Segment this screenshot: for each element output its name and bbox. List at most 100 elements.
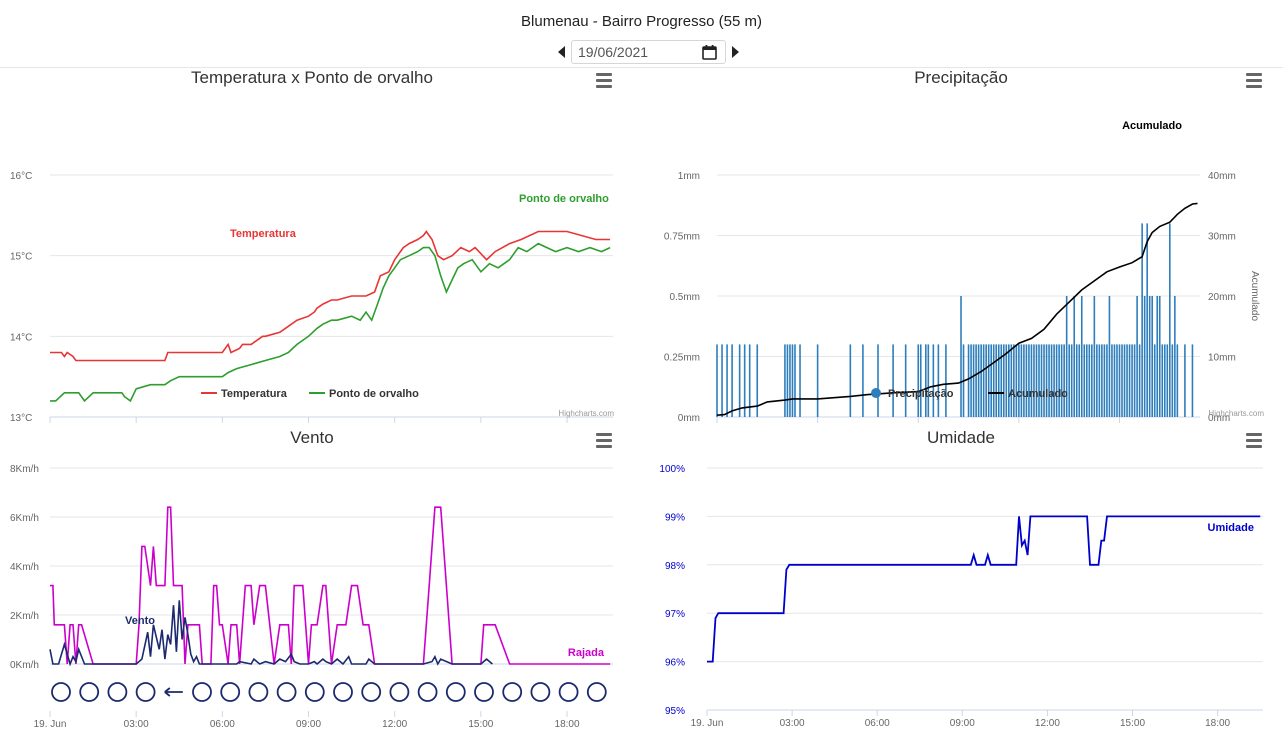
- chart-menu-icon[interactable]: [1245, 73, 1263, 89]
- wind-direction-calm-icon: [417, 682, 438, 702]
- wind-direction-calm-icon: [220, 682, 241, 702]
- precipitation-bar: [1131, 344, 1133, 417]
- chart-credits: Highcharts.com: [558, 409, 614, 418]
- y2-tick-label: 20mm: [1208, 292, 1236, 303]
- y-tick-label: 96%: [665, 658, 685, 669]
- precipitation-bar: [1098, 344, 1101, 417]
- precipitation-bar: [1121, 344, 1123, 417]
- wind-direction-calm-icon: [445, 682, 466, 702]
- precipitation-bar: [990, 344, 993, 417]
- precipitation-bar: [731, 344, 733, 417]
- precipitation-bar: [1035, 344, 1038, 417]
- precipitation-bar: [1010, 344, 1013, 417]
- chart-title: Temperatura x Ponto de orvalho: [191, 68, 433, 87]
- precipitation-bar: [1073, 296, 1076, 417]
- date-navigation: [555, 39, 742, 65]
- x-tick-label: 06:00: [865, 718, 890, 729]
- wind-line: [49, 600, 493, 667]
- y-tick-label: 16°C: [10, 171, 32, 182]
- next-day-button[interactable]: [728, 40, 742, 64]
- precipitation-bar: [975, 344, 977, 417]
- precipitation-bar: [987, 344, 990, 417]
- chart-menu-icon[interactable]: [595, 73, 613, 89]
- y2-tick-label: 10mm: [1208, 353, 1236, 364]
- precipitation-bar: [980, 344, 982, 417]
- wind-direction-calm-icon: [558, 682, 579, 702]
- precipitation-bar: [1143, 296, 1146, 417]
- precipitation-bar: [919, 344, 922, 417]
- y-tick-label: 4Km/h: [10, 562, 39, 573]
- precipitation-bar: [1096, 344, 1098, 417]
- x-tick-label: 19. Jun: [34, 719, 67, 730]
- accumulated-series-label: Acumulado: [1122, 120, 1182, 132]
- precipitation-bar: [1023, 344, 1025, 417]
- precipitation-bar: [1091, 344, 1093, 417]
- precipitation-bar: [1184, 344, 1186, 417]
- humidity-chart: Umidade 95% 96% 97% 98% 99% 100% 19. Jun 03:00 06…: [640, 427, 1283, 737]
- precipitation-bar: [816, 344, 819, 417]
- wind-direction-arrow-icon: [164, 687, 183, 697]
- precipitation-bar: [927, 344, 930, 417]
- precipitation-bar: [1171, 344, 1174, 417]
- x-tick-label: 18:00: [555, 719, 580, 730]
- temperature-series-label: Temperatura: [230, 228, 297, 240]
- date-picker[interactable]: [571, 40, 726, 64]
- wind-direction-calm-icon: [192, 682, 212, 702]
- precipitation-bar: [1078, 344, 1081, 417]
- date-input[interactable]: [578, 43, 688, 61]
- y-tick-label: 99%: [665, 512, 685, 523]
- wind-direction-calm-icon: [474, 682, 494, 702]
- precipitation-bar: [1116, 344, 1118, 417]
- precipitation-bar: [1106, 344, 1108, 417]
- wind-chart: Vento 0Km/h 2Km/h 4Km/h 6Km/h 8Km/h 19. Jun 03:…: [0, 427, 625, 737]
- precipitation-bar: [924, 344, 927, 417]
- chart-menu-icon[interactable]: [595, 433, 613, 449]
- precipitation-bar: [1151, 296, 1154, 417]
- x-tick-label: 06:00: [210, 719, 235, 730]
- precipitation-bar: [1158, 296, 1161, 417]
- temperature-chart-svg: Temperatura x Ponto de orvalho 13°C 14°C 15…: [10, 68, 614, 438]
- precipitation-chart: Precipitação 0mm 0.25mm 0.5mm 0.75mm 1mm 0mm 10…: [640, 67, 1283, 438]
- precipitation-bar: [1080, 296, 1083, 417]
- precipitation-bar: [1146, 223, 1148, 417]
- chart-menu-icon[interactable]: [1245, 433, 1263, 449]
- chart-title: Precipitação: [914, 68, 1008, 87]
- y-tick-label: 0.5mm: [669, 292, 700, 303]
- wind-direction-calm-icon: [79, 682, 100, 702]
- precipitation-bar: [982, 344, 985, 417]
- gust-series-label: Rajada: [568, 647, 605, 659]
- precipitation-bar: [1174, 296, 1176, 417]
- wind-series-label: Vento: [125, 615, 155, 627]
- y-tick-label: 6Km/h: [10, 513, 39, 524]
- precipitation-bar: [1060, 344, 1063, 417]
- precipitation-bar: [1153, 344, 1156, 417]
- previous-day-button[interactable]: [555, 40, 569, 64]
- precipitation-bar: [1065, 296, 1068, 417]
- precipitation-bar: [967, 344, 970, 417]
- accumulated-line: [716, 202, 1198, 416]
- precipitation-bar: [1055, 344, 1058, 417]
- precipitation-bar: [791, 344, 794, 417]
- precipitation-bar: [1088, 344, 1091, 417]
- wind-direction-calm-icon: [586, 682, 607, 702]
- precipitation-bar: [1161, 344, 1164, 417]
- precipitation-bar: [794, 344, 796, 417]
- precipitation-bar: [1166, 344, 1169, 417]
- precipitation-bar: [738, 344, 741, 417]
- calendar-icon[interactable]: [702, 45, 717, 60]
- chart-title: Vento: [290, 428, 334, 447]
- precipitation-bar: [972, 344, 975, 417]
- precipitation-bar: [849, 344, 852, 417]
- precipitation-bar: [960, 296, 962, 417]
- x-tick-label: 03:00: [124, 719, 149, 730]
- precipitation-bar: [1156, 296, 1159, 417]
- y-tick-label: 8Km/h: [10, 464, 39, 475]
- precipitation-bar: [1136, 296, 1138, 417]
- wind-direction-calm-icon: [135, 682, 156, 702]
- precipitation-bar: [716, 344, 718, 417]
- precipitation-bar: [1113, 344, 1116, 417]
- humidity-line: [707, 515, 1261, 663]
- precipitation-bar: [1075, 344, 1078, 417]
- chart-credits: Highcharts.com: [1208, 409, 1264, 418]
- precipitation-bar: [1191, 344, 1194, 417]
